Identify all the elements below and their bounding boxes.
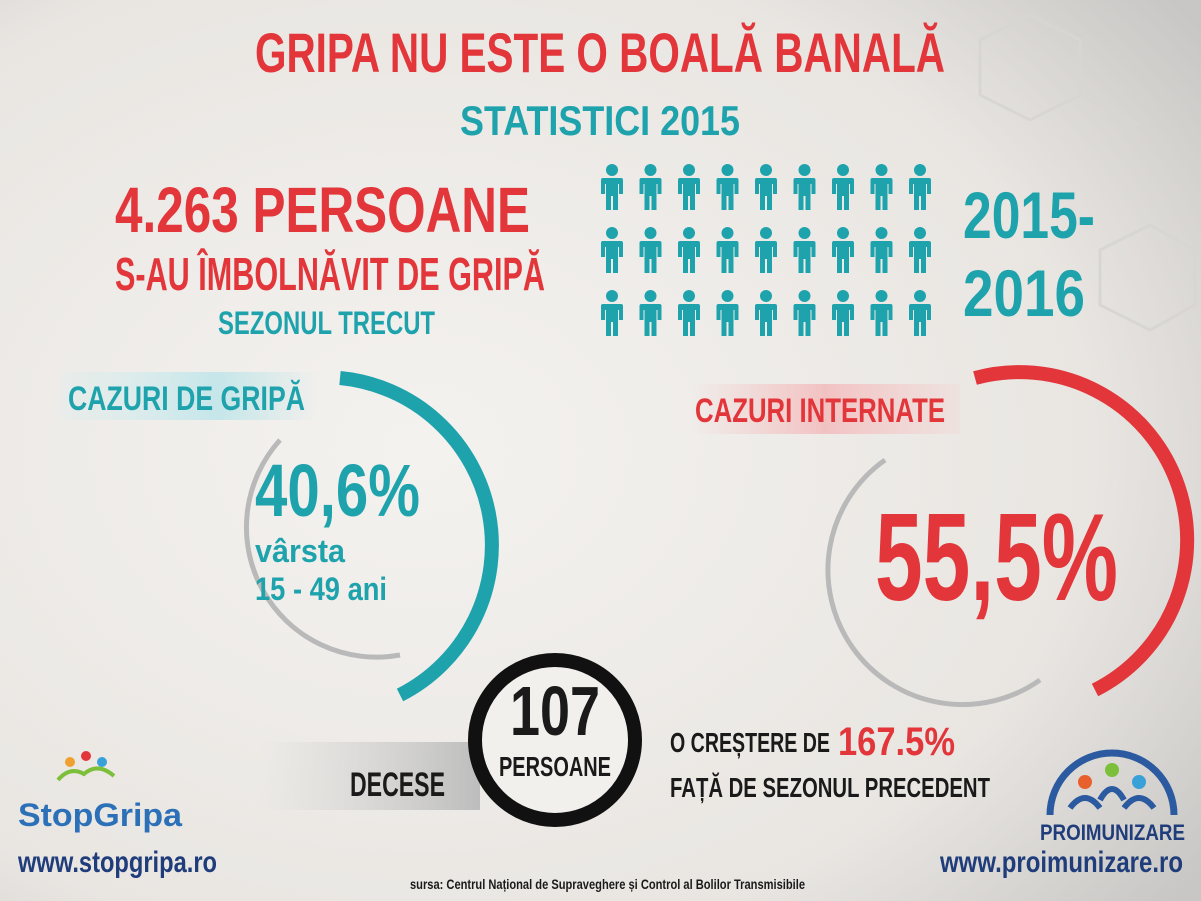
people-grid bbox=[601, 164, 931, 336]
grey-arc bbox=[244, 438, 401, 660]
increase-value: 167.5% bbox=[838, 720, 955, 764]
deaths-number: 107 bbox=[510, 672, 600, 750]
subtitle: STATISTICI 2015 bbox=[460, 97, 740, 144]
age-label: vârsta bbox=[255, 533, 345, 569]
logo-url: www.stopgripa.ro bbox=[17, 846, 217, 879]
logo-name: PROIMUNIZARE bbox=[1040, 820, 1185, 845]
age-range: 15 - 49 ani bbox=[255, 571, 387, 607]
stopgripa-icon bbox=[56, 751, 116, 782]
flu-percent: 40,6% bbox=[255, 449, 420, 532]
label-band bbox=[690, 384, 960, 434]
proimunizare-icon bbox=[1046, 749, 1178, 816]
logo-url: www.proimunizare.ro bbox=[939, 846, 1183, 879]
sick-text: S-AU ÎMBOLNĂVIT DE GRIPĂ bbox=[115, 248, 545, 300]
increase-suffix: FAȚĂ DE SEZONUL PRECEDENT bbox=[670, 772, 990, 803]
molecule-decor bbox=[978, 13, 1197, 332]
red-arc bbox=[973, 365, 1195, 697]
teal-arc bbox=[339, 371, 499, 702]
deaths-unit: PERSOANE bbox=[499, 751, 611, 782]
logo-name: StopGripa bbox=[18, 797, 182, 833]
hosp-percent: 55,5% bbox=[875, 489, 1118, 627]
season-line: 2016 bbox=[963, 256, 1085, 330]
deaths-circle bbox=[468, 653, 642, 827]
label-band bbox=[260, 742, 480, 810]
flu-label: CAZURI DE GRIPĂ bbox=[68, 380, 305, 418]
title: GRIPA NU ESTE O BOALĂ BANALĂ bbox=[255, 21, 945, 84]
source: sursa: Centrul Național de Supraveghere … bbox=[410, 876, 805, 892]
sick-period: SEZONUL TRECUT bbox=[218, 305, 435, 341]
grey-arc bbox=[825, 457, 1042, 708]
sick-count: 4.263 PERSOANE bbox=[115, 174, 530, 246]
hosp-label: CAZURI INTERNATE bbox=[695, 392, 945, 430]
increase-prefix: O CREȘTERE DE bbox=[670, 727, 830, 758]
season-line: 2015- bbox=[963, 178, 1095, 252]
label-band bbox=[60, 372, 320, 420]
deaths-label: DECESE bbox=[350, 766, 445, 804]
